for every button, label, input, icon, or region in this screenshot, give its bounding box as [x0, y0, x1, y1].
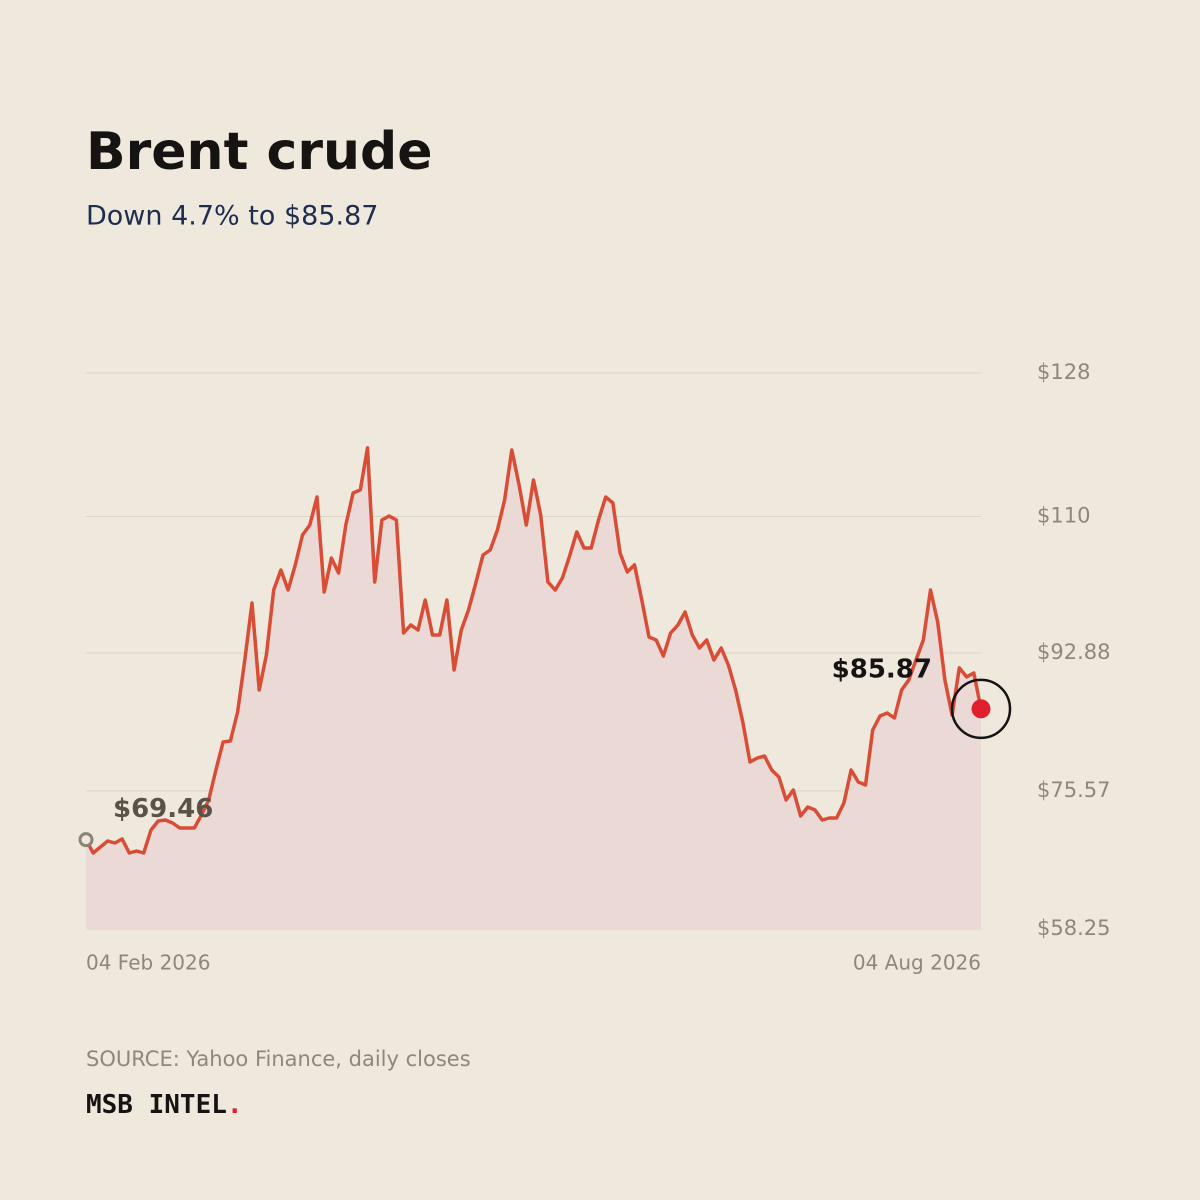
brand-mark: .	[227, 1090, 243, 1120]
line	[84, 446, 983, 855]
y-tick-label: $92.88	[1037, 640, 1110, 664]
y-tick-label: $75.57	[1037, 778, 1110, 802]
end-ring	[950, 678, 1012, 740]
y-tick-label: $110	[1037, 503, 1090, 527]
brand: MSB INTEL.	[86, 1090, 243, 1120]
x-tick-label: 04 Feb 2026	[86, 951, 210, 975]
end-label: $85.87	[832, 654, 932, 684]
y-tick-label: $58.25	[1037, 916, 1110, 940]
area	[86, 447, 981, 929]
brand-name: MSB INTEL	[86, 1090, 227, 1120]
end-dot	[971, 699, 991, 719]
start-label: $69.46	[113, 794, 213, 824]
start-marker	[78, 832, 94, 848]
y-tick-label: $128	[1037, 360, 1090, 384]
x-tick-label: 04 Aug 2026	[853, 951, 981, 975]
chart-subtitle: Down 4.7% to $85.87	[86, 201, 378, 232]
source: SOURCE: Yahoo Finance, daily closes	[86, 1047, 471, 1071]
chart-title: Brent crude	[86, 122, 433, 182]
